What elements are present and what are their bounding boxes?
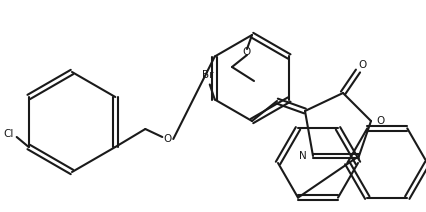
Text: Br: Br: [201, 71, 213, 81]
Text: O: O: [163, 134, 171, 144]
Text: Cl: Cl: [3, 129, 14, 139]
Text: O: O: [242, 47, 250, 57]
Text: O: O: [358, 60, 366, 70]
Text: O: O: [376, 116, 384, 126]
Text: N: N: [299, 151, 306, 161]
